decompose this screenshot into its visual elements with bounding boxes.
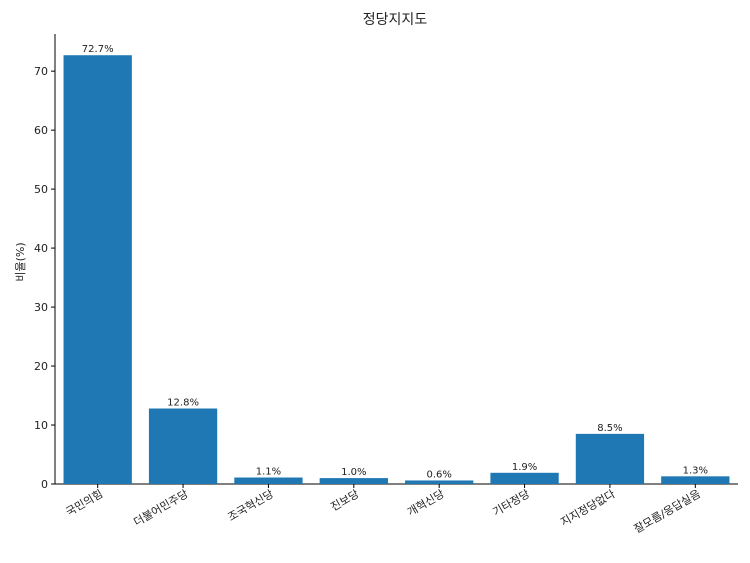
x-tick-label: 국민의힘: [64, 487, 106, 519]
y-tick-label: 50: [34, 183, 48, 196]
x-tick-label: 지지정당없다: [558, 487, 617, 529]
y-tick-label: 30: [34, 301, 48, 314]
bar: [234, 477, 303, 484]
x-tick-label: 잘모름/응답실음: [632, 487, 703, 536]
bar-data-label: 12.8%: [167, 398, 199, 409]
bar: [490, 472, 559, 484]
plot-area: 0 10 20 30 40 50 60 70 72.7% 국민의힘 12.8% 더불어민주당 1.1% 조…: [34, 34, 738, 536]
bar-data-label: 1.9%: [512, 462, 537, 473]
bar: [63, 55, 132, 484]
bar: [319, 478, 388, 484]
bar: [575, 433, 645, 484]
y-tick-label: 20: [34, 360, 48, 373]
x-tick-label: 진보당: [329, 487, 362, 513]
y-tick-label: 70: [34, 65, 48, 78]
bar-data-label: 1.0%: [341, 467, 366, 478]
x-tick-label: 기타정당: [491, 487, 533, 519]
bar-data-label: 1.3%: [683, 465, 708, 476]
x-tick-label: 개혁신당: [405, 487, 447, 519]
bar-data-label: 1.1%: [256, 467, 281, 478]
y-tick-label: 60: [34, 124, 48, 137]
chart-title: 정당지지도: [363, 12, 428, 28]
y-axis-label: 비율(%): [14, 242, 27, 281]
bar-data-label: 0.6%: [426, 469, 451, 480]
x-tick-label: 조국혁신당: [226, 487, 276, 524]
bar: [661, 476, 730, 484]
bar: [148, 408, 218, 484]
bar-data-label: 8.5%: [597, 423, 622, 434]
bar-data-label: 72.7%: [82, 44, 114, 55]
y-tick-label: 10: [34, 419, 48, 432]
x-tick-label: 더불어민주당: [131, 487, 190, 529]
bar: [405, 480, 474, 484]
y-tick-label: 0: [41, 478, 48, 491]
y-tick-label: 40: [34, 242, 48, 255]
